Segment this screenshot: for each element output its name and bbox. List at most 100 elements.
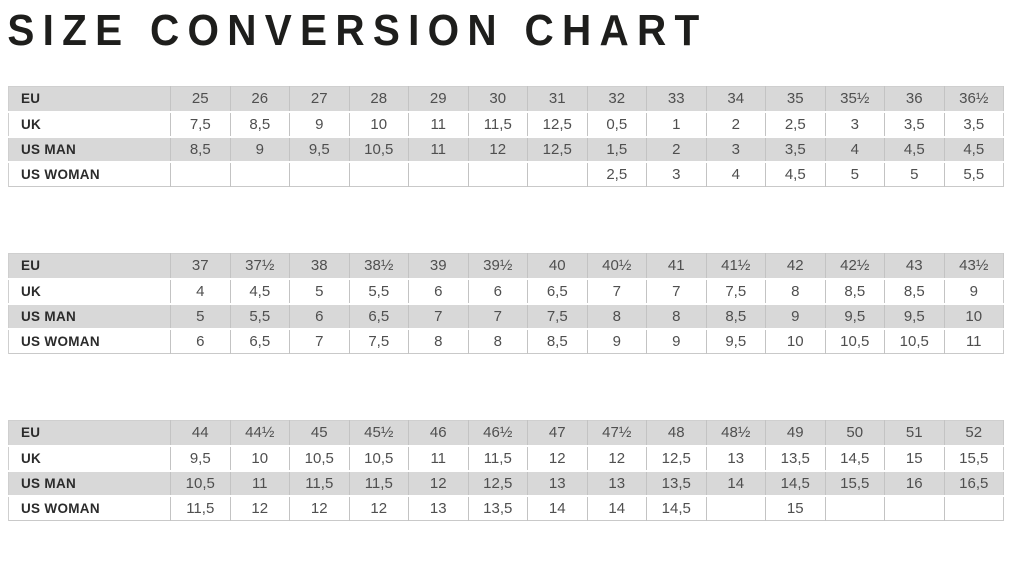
size-cell: 6,5 <box>349 303 409 329</box>
size-cell: 4 <box>706 161 766 187</box>
size-cell: 46½ <box>468 420 528 446</box>
size-cell: 25 <box>170 86 231 112</box>
row-label: UK <box>8 111 171 137</box>
size-cell: 5,5 <box>230 303 290 329</box>
size-cell: 11 <box>230 470 290 496</box>
size-cell: 15 <box>765 495 826 521</box>
size-cell: 8,5 <box>825 278 885 304</box>
size-cell: 7 <box>587 278 647 304</box>
size-cell: 4 <box>170 278 231 304</box>
size-cell: 9 <box>230 136 290 162</box>
size-cell <box>230 161 290 187</box>
row-label: EU <box>8 253 171 279</box>
size-cell: 5,5 <box>944 161 1004 187</box>
size-cell: 40½ <box>587 253 647 279</box>
size-cell: 51 <box>884 420 945 446</box>
table-row-uk: UK 4 4,5 5 5,5 6 6 6,5 7 7 7,5 8 8,5 8,5 9 <box>8 278 1004 304</box>
size-cell: 6 <box>468 278 528 304</box>
size-cell: 7 <box>289 328 350 354</box>
size-cell: 52 <box>944 420 1004 446</box>
size-cell: 4 <box>825 136 885 162</box>
size-cell: 38½ <box>349 253 409 279</box>
size-cell: 2 <box>706 111 766 137</box>
size-cell: 28 <box>349 86 409 112</box>
size-cell: 6,5 <box>527 278 588 304</box>
row-label: US WOMAN <box>8 328 171 354</box>
row-label: US WOMAN <box>8 495 171 521</box>
size-cell: 6 <box>289 303 350 329</box>
size-cell: 27 <box>289 86 350 112</box>
size-cell: 11 <box>408 111 469 137</box>
size-cell: 37½ <box>230 253 290 279</box>
size-cell: 9 <box>587 328 647 354</box>
size-cell: 8,5 <box>230 111 290 137</box>
row-label: US MAN <box>8 470 171 496</box>
size-cell: 4,5 <box>230 278 290 304</box>
size-cell: 6 <box>170 328 231 354</box>
size-cell: 12 <box>408 470 469 496</box>
size-cell: 50 <box>825 420 885 446</box>
size-cell: 34 <box>706 86 766 112</box>
size-cell: 16,5 <box>944 470 1004 496</box>
size-cell: 35½ <box>825 86 885 112</box>
size-table-2: EU 37 37½ 38 38½ 39 39½ 40 40½ 41 41½ 42 42½ 43 43½ UK 4… <box>8 253 1004 354</box>
size-cell: 15 <box>884 445 945 471</box>
size-cell: 35 <box>765 86 826 112</box>
size-cell: 11,5 <box>468 445 528 471</box>
size-cell: 15,5 <box>825 470 885 496</box>
size-cell: 5 <box>289 278 350 304</box>
table-row-uk: UK 7,5 8,5 9 10 11 11,5 12,5 0,5 1 2 2,5 3 3,5 3,5 <box>8 111 1004 137</box>
size-cell: 32 <box>587 86 647 112</box>
size-cell: 48½ <box>706 420 766 446</box>
size-cell: 0,5 <box>587 111 647 137</box>
size-cell: 8,5 <box>706 303 766 329</box>
size-cell: 29 <box>408 86 469 112</box>
size-cell: 10,5 <box>289 445 350 471</box>
size-cell: 12 <box>230 495 290 521</box>
size-cell: 41½ <box>706 253 766 279</box>
size-cell <box>884 495 945 521</box>
size-cell: 11 <box>944 328 1004 354</box>
size-cell <box>349 161 409 187</box>
size-cell <box>527 161 588 187</box>
size-table-1: EU 25 26 27 28 29 30 31 32 33 34 35 35½ 36 36½ UK 7,5 8,5… <box>8 86 1004 187</box>
size-cell: 13,5 <box>765 445 826 471</box>
size-cell: 8 <box>408 328 469 354</box>
size-cell: 7 <box>408 303 469 329</box>
size-cell: 7 <box>646 278 707 304</box>
size-cell: 41 <box>646 253 707 279</box>
table-row-us-woman: US WOMAN 11,5 12 12 12 13 13,5 14 14 14,5 15 <box>8 495 1004 521</box>
size-cell: 26 <box>230 86 290 112</box>
size-cell: 16 <box>884 470 945 496</box>
page-title: SIZE CONVERSION CHART <box>7 6 708 55</box>
size-cell: 14,5 <box>765 470 826 496</box>
size-cell: 10 <box>944 303 1004 329</box>
size-cell: 9,5 <box>884 303 945 329</box>
tables-container: EU 25 26 27 28 29 30 31 32 33 34 35 35½ 36 36½ UK 7,5 8,5… <box>8 86 1004 521</box>
size-cell: 9 <box>289 111 350 137</box>
size-cell: 48 <box>646 420 707 446</box>
size-cell: 9,5 <box>170 445 231 471</box>
size-cell <box>289 161 350 187</box>
size-cell: 14,5 <box>825 445 885 471</box>
size-cell: 12 <box>289 495 350 521</box>
size-cell: 33 <box>646 86 707 112</box>
size-cell: 44½ <box>230 420 290 446</box>
size-cell: 12,5 <box>646 445 707 471</box>
size-cell: 5 <box>884 161 945 187</box>
row-label: US MAN <box>8 136 171 162</box>
size-cell: 11,5 <box>289 470 350 496</box>
size-cell: 8,5 <box>170 136 231 162</box>
size-cell: 9 <box>944 278 1004 304</box>
size-cell: 7,5 <box>527 303 588 329</box>
size-cell: 13 <box>587 470 647 496</box>
size-cell: 42 <box>765 253 826 279</box>
size-cell: 11,5 <box>170 495 231 521</box>
row-label: UK <box>8 445 171 471</box>
size-cell: 43½ <box>944 253 1004 279</box>
size-cell: 13 <box>408 495 469 521</box>
size-cell: 10,5 <box>349 136 409 162</box>
size-cell: 46 <box>408 420 469 446</box>
size-cell: 14 <box>587 495 647 521</box>
